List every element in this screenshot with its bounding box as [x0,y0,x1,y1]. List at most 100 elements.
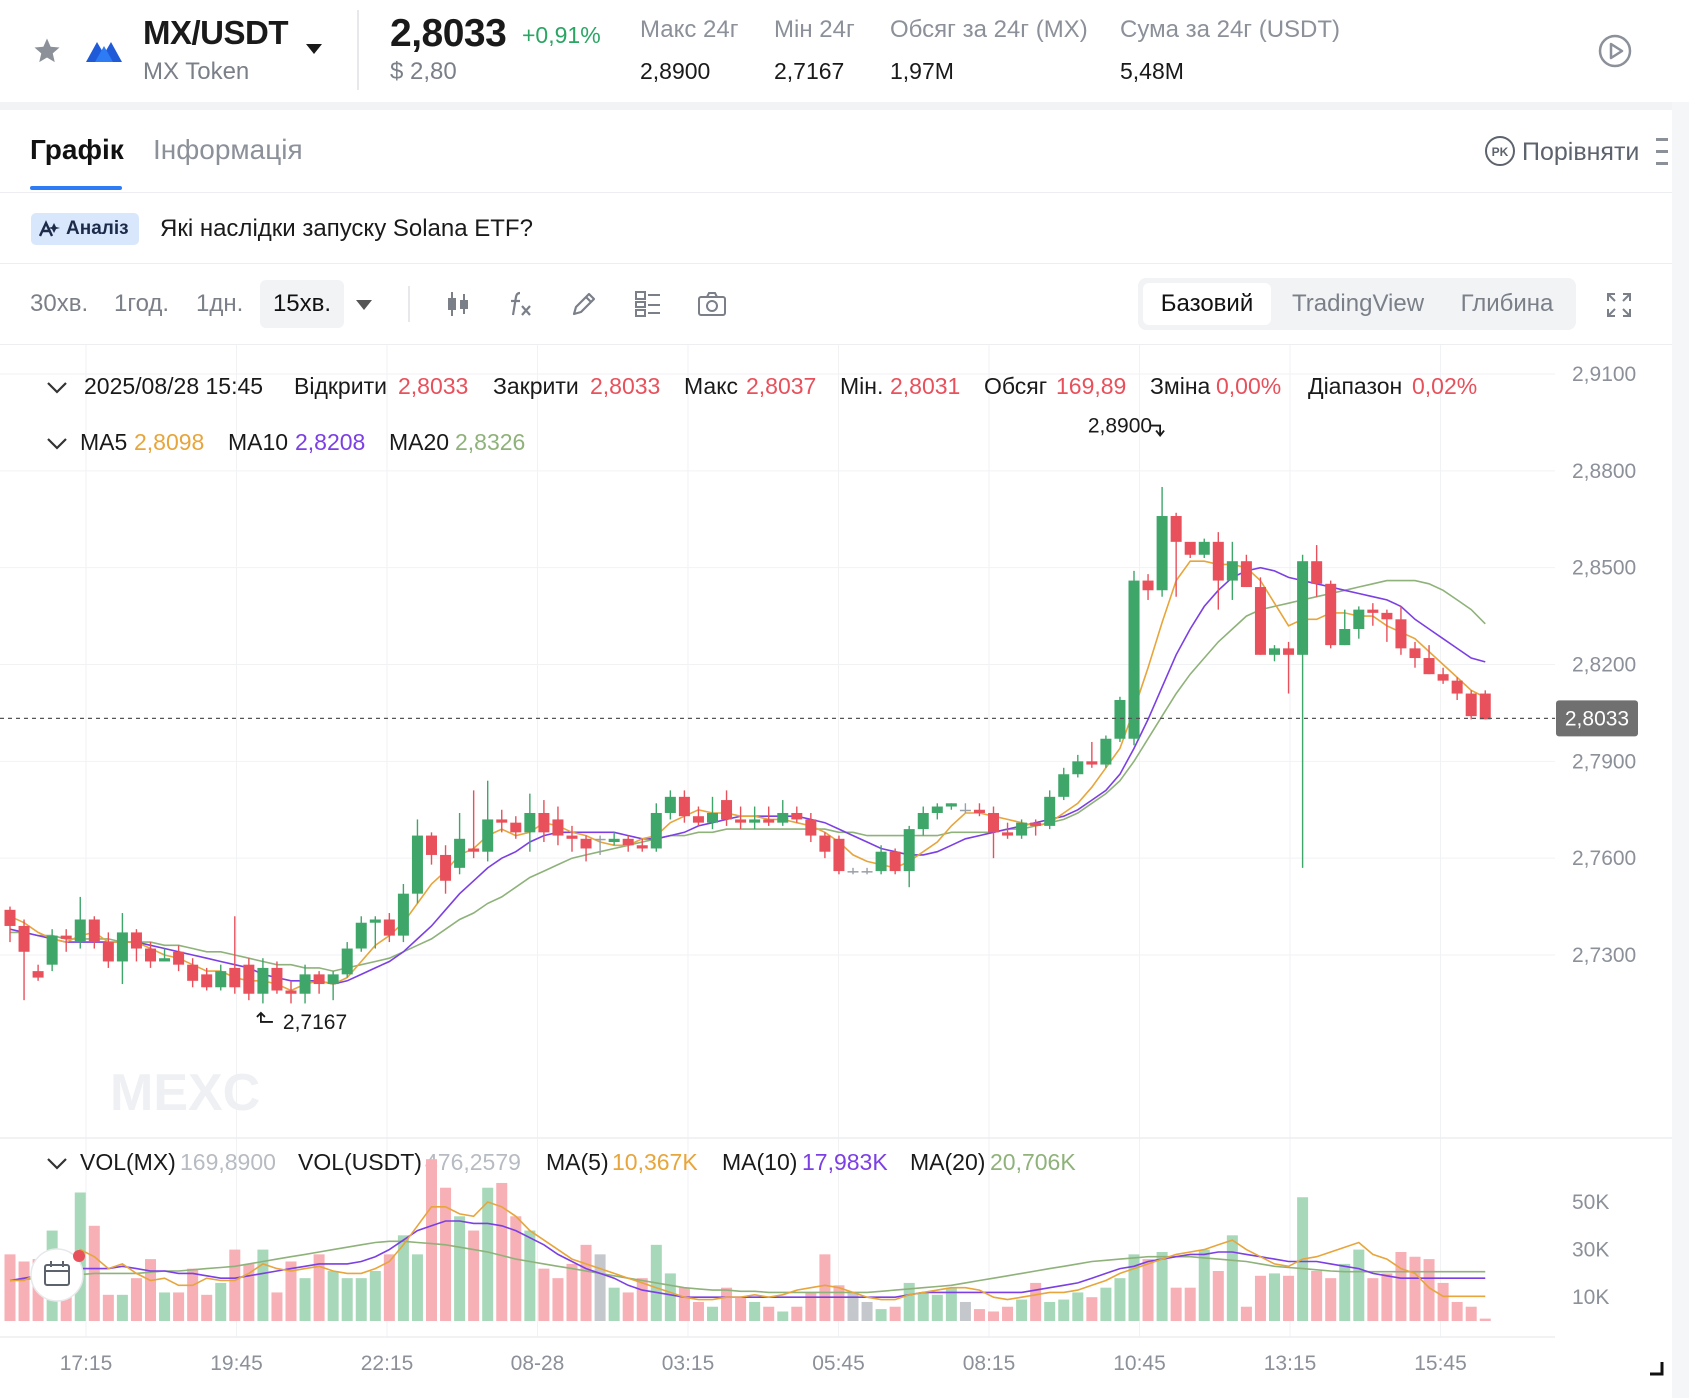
resize-handle-icon[interactable] [1650,1362,1664,1376]
ma-legend-collapse-icon[interactable] [47,438,67,450]
calendar-button[interactable] [30,1248,85,1302]
candle-up [215,971,227,988]
time-tick-label: 05:45 [812,1352,865,1375]
view-basic[interactable]: Базовий [1143,283,1271,325]
volume-bar [959,1301,971,1321]
volume-legend-collapse-icon[interactable] [47,1158,67,1170]
price-chart[interactable]: MEXC 2025/08/28 15:45 Відкрити 2,8033 За… [0,345,1672,1398]
volume-bar [299,1278,311,1321]
candle-down [819,835,831,852]
time-tick-label: 10:45 [1113,1352,1166,1375]
right-scrollbar[interactable] [1672,102,1689,1398]
legend-vol-label: Обсяг [984,373,1047,399]
candle-up [46,935,58,965]
candle-up [594,838,606,841]
pair-dropdown-icon[interactable] [306,44,322,54]
volume-tick-label: 30K [1572,1239,1609,1262]
stat-low-value: 2,7167 [774,58,845,84]
candle-down [4,909,16,926]
volume-bar [454,1216,466,1321]
draw-pencil-icon[interactable] [568,288,600,320]
volume-bar [819,1254,831,1321]
camera-snapshot-icon[interactable] [696,288,728,320]
fullscreen-icon[interactable] [1604,290,1634,320]
vol-mx-value: 169,8900 [180,1149,276,1175]
volume-bar [1142,1259,1154,1321]
candle-down [735,819,747,823]
candle-up [1100,738,1112,765]
legend-collapse-icon[interactable] [47,382,67,394]
compare-icon[interactable]: PK [1484,135,1516,167]
candle-down [1086,761,1098,765]
candle-up [847,871,859,873]
candle-down [468,848,480,852]
candle-up [749,819,761,823]
timeframe-dropdown-icon[interactable] [356,300,372,310]
candle-up [903,829,915,872]
layout-grid-icon[interactable] [632,288,664,320]
legend-close-value: 2,8033 [590,373,660,399]
price-tick-label: 2,8500 [1572,557,1636,580]
legend-range-value: 0,02% [1412,373,1477,399]
candle-up [159,958,171,962]
volume-bar [1395,1251,1407,1321]
timeframe-1d[interactable]: 1дн. [196,290,244,317]
stat-low-label: Мін 24г [774,16,855,43]
candle-down [552,819,564,836]
menu-icon[interactable] [1654,132,1670,172]
tab-active-indicator [30,186,122,190]
volume-bar [159,1292,171,1321]
candle-type-icon[interactable] [442,288,474,320]
time-tick-label: 03:15 [662,1352,715,1375]
volume-bar [369,1271,381,1321]
news-headline[interactable]: Які наслідки запуску Solana ETF? [160,215,533,242]
volume-legend: VOL(MX) 169,8900 VOL(USDT) 476,2579 MA(5… [47,1149,1076,1175]
candle-up [411,835,423,894]
volume-bar [552,1278,564,1321]
compare-button[interactable]: Порівняти [1522,138,1640,166]
volume-bar [1479,1318,1491,1321]
volume-bar [889,1306,901,1321]
favorite-star-icon[interactable] [32,36,62,66]
ma20-line [10,579,1486,972]
volume-bar [355,1278,367,1321]
view-depth[interactable]: Глибина [1460,290,1554,317]
candle-down [1184,541,1196,555]
tab-info[interactable]: Інформація [153,134,303,165]
candle-down [1240,561,1252,588]
volume-bar [482,1187,494,1321]
candle-up [327,974,339,985]
volume-bar [1002,1306,1014,1321]
min-price-label: 2,7167 [283,1011,347,1034]
volume-bar [973,1309,985,1321]
candle-down [1030,822,1042,826]
timeframe-30m[interactable]: 30хв. [30,290,89,317]
volume-bar [18,1261,30,1321]
legend-range-label: Діапазон [1308,373,1402,399]
view-tradingview[interactable]: TradingView [1291,290,1425,317]
legend-open-label: Відкрити [294,373,387,399]
price-tick-label: 2,7900 [1572,750,1636,773]
news-bar: Аналіз Які наслідки запуску Solana ETF? [0,193,1672,264]
volume-bar [861,1301,873,1321]
candle-down [1381,612,1393,620]
usd-price: $ 2,80 [390,58,457,85]
indicators-fx-icon[interactable] [504,288,536,320]
volume-bar [411,1254,423,1321]
legend-date: 2025/08/28 15:45 [84,373,263,399]
volume-bar [1423,1259,1435,1321]
tab-chart[interactable]: Графік [30,134,124,165]
pair-name[interactable]: MX/USDT [143,14,289,51]
play-icon[interactable] [1598,34,1632,68]
token-name: MX Token [143,58,250,85]
timeframe-15m-active[interactable]: 15хв. [260,280,344,328]
candle-down [510,822,522,833]
analysis-badge[interactable]: Аналіз [31,213,139,245]
volume-bar [1254,1275,1266,1321]
timeframe-1h[interactable]: 1год. [114,290,170,317]
price-tick-label: 2,8800 [1572,460,1636,483]
volume-bar [1451,1301,1463,1321]
volume-bar [1114,1278,1126,1321]
ma5-value: 2,8098 [134,429,204,455]
volume-bar [243,1263,255,1321]
